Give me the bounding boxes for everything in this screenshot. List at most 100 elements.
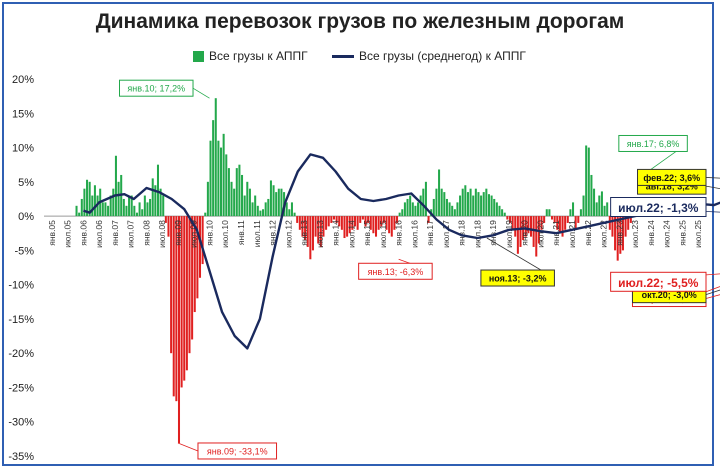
bar bbox=[277, 188, 280, 217]
annotation-label: янв.10; 17,2% bbox=[127, 84, 185, 94]
y-tick-label: -5% bbox=[14, 245, 34, 257]
bar bbox=[309, 216, 312, 260]
bar bbox=[608, 216, 611, 230]
bar bbox=[262, 209, 265, 217]
bar bbox=[159, 188, 162, 217]
bar bbox=[206, 181, 209, 217]
annotation-leader bbox=[705, 185, 720, 190]
annotation-label: окт.20; -3,0% bbox=[642, 290, 697, 300]
bar bbox=[474, 188, 477, 217]
bar bbox=[527, 216, 530, 234]
bar bbox=[624, 216, 627, 237]
bar bbox=[403, 202, 406, 217]
annotation-label: фев.22; 3,6% bbox=[643, 173, 700, 183]
x-tick-label: янв.22 bbox=[583, 220, 593, 246]
bar bbox=[445, 198, 448, 217]
x-tick-label: янв.16 bbox=[394, 220, 404, 246]
bar bbox=[248, 188, 251, 217]
bar bbox=[351, 216, 354, 230]
bar bbox=[511, 216, 514, 230]
x-tick-label: янв.17 bbox=[425, 220, 435, 246]
x-tick-label: июл.15 bbox=[378, 220, 388, 248]
x-tick-label: июл.10 bbox=[220, 220, 230, 248]
bar bbox=[627, 216, 630, 230]
bar bbox=[382, 216, 385, 223]
x-tick-label: июл.12 bbox=[283, 220, 293, 248]
bar bbox=[390, 216, 393, 237]
x-tick-label: июл.25 bbox=[693, 220, 703, 248]
x-tick-label: июл.20 bbox=[536, 220, 546, 248]
bar bbox=[364, 216, 367, 227]
bar bbox=[438, 169, 441, 217]
bar bbox=[409, 195, 412, 217]
bar bbox=[406, 198, 409, 217]
x-tick-label: янв.06 bbox=[78, 220, 88, 246]
bar bbox=[204, 212, 207, 217]
bar bbox=[233, 188, 236, 217]
bar bbox=[188, 216, 191, 354]
bar bbox=[325, 216, 328, 230]
bar bbox=[290, 202, 293, 217]
bar bbox=[480, 195, 483, 217]
annotation-label: янв.09; -33,1% bbox=[207, 446, 268, 456]
bar bbox=[529, 216, 533, 237]
bar bbox=[304, 216, 307, 241]
bar bbox=[348, 216, 351, 234]
x-tick-label: июл.21 bbox=[567, 220, 577, 248]
annotation-label: ноя.13; -3,2% bbox=[489, 274, 547, 284]
bar bbox=[396, 216, 399, 223]
bar bbox=[217, 140, 220, 217]
x-tick-label: июл.18 bbox=[472, 220, 482, 248]
legend-item-bars: Все грузы к АППГ bbox=[193, 49, 308, 63]
bar bbox=[322, 216, 325, 237]
bar bbox=[398, 212, 401, 217]
bar bbox=[401, 209, 404, 217]
bar bbox=[164, 216, 167, 223]
bar bbox=[556, 216, 559, 230]
bar bbox=[301, 216, 304, 237]
bar bbox=[579, 209, 582, 217]
bar bbox=[372, 216, 375, 234]
bar bbox=[411, 202, 414, 217]
bar bbox=[393, 216, 396, 230]
x-tick-label: янв.08 bbox=[141, 220, 151, 246]
bar bbox=[621, 216, 624, 251]
bar bbox=[149, 198, 152, 217]
bar bbox=[154, 185, 157, 217]
bar bbox=[561, 216, 564, 237]
bar bbox=[414, 205, 417, 217]
annotation-label: авг.18; 3,2% bbox=[646, 182, 698, 192]
bar bbox=[109, 195, 112, 217]
bar bbox=[587, 147, 590, 217]
annotation-box bbox=[618, 134, 688, 152]
bar bbox=[201, 216, 204, 265]
bar bbox=[448, 202, 451, 217]
bar bbox=[422, 188, 425, 217]
annotation-label: июл.22; -5,5% bbox=[618, 276, 699, 290]
bar bbox=[424, 181, 427, 217]
bar bbox=[86, 179, 89, 217]
bar bbox=[600, 191, 603, 217]
bar bbox=[296, 216, 299, 223]
bar bbox=[311, 216, 314, 251]
legend-swatch-line bbox=[332, 54, 354, 58]
bar bbox=[80, 198, 83, 217]
bar bbox=[485, 188, 488, 217]
legend-label-line: Все грузы (среднегод) к АППГ bbox=[359, 49, 526, 63]
y-tick-label: -30% bbox=[8, 417, 34, 429]
bar bbox=[214, 98, 217, 217]
bar bbox=[335, 216, 338, 223]
bar bbox=[564, 216, 567, 230]
bar bbox=[212, 120, 215, 217]
bar bbox=[359, 216, 362, 223]
x-tick-label: июл.05 bbox=[63, 220, 73, 248]
bar bbox=[459, 195, 462, 217]
x-tick-label: янв.20 bbox=[520, 220, 530, 246]
bar bbox=[572, 202, 575, 217]
x-tick-label: янв.11 bbox=[236, 220, 246, 245]
bar bbox=[472, 195, 475, 217]
x-tick-label: июл.07 bbox=[126, 220, 136, 248]
bar bbox=[156, 164, 159, 217]
bar bbox=[432, 198, 435, 217]
